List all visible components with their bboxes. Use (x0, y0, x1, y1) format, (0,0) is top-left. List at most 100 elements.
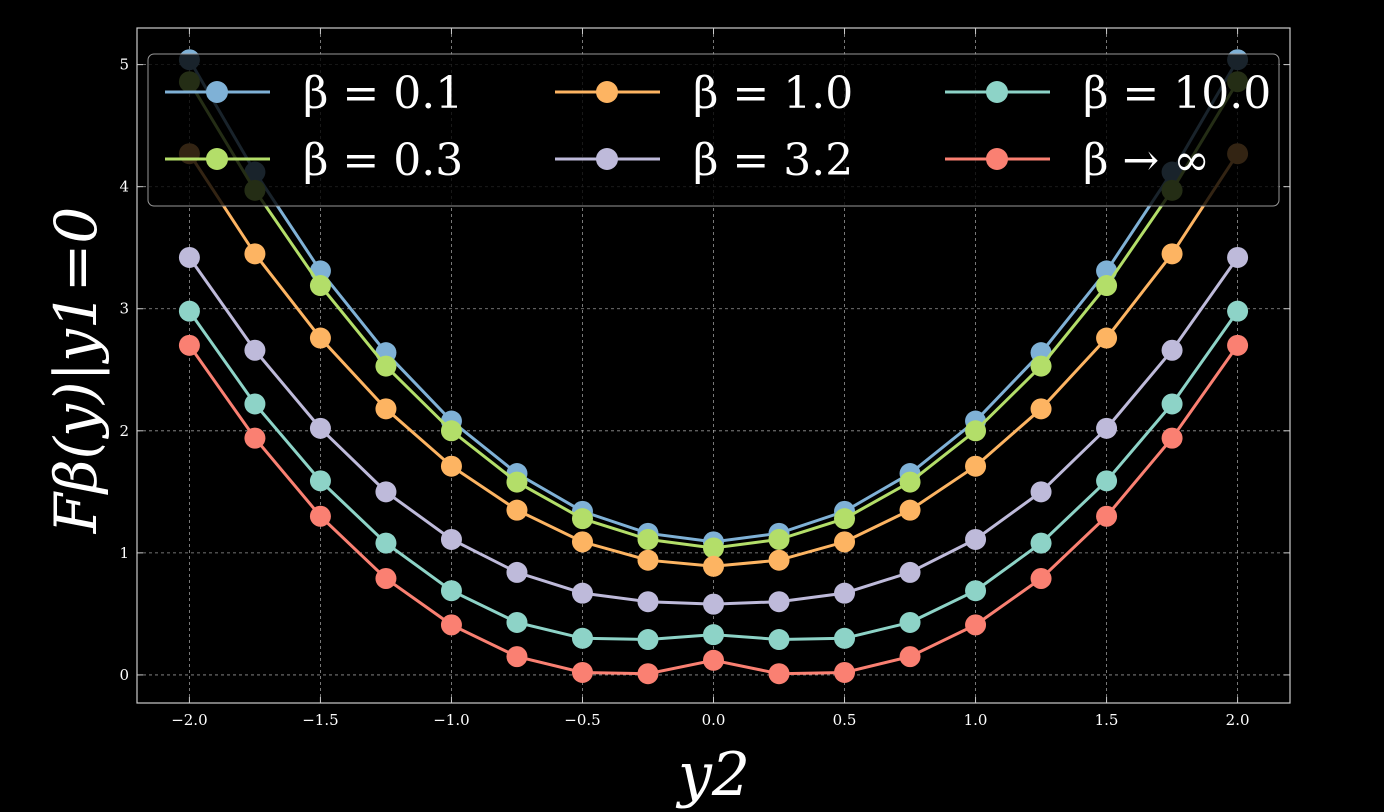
y-tick-label: 1 (119, 544, 129, 562)
data-point (965, 580, 987, 602)
legend-item: β = 0.1 (165, 68, 463, 119)
data-point (637, 528, 659, 550)
legend: β = 0.1 β = 0.3 β = 1.0 β = 3.2 β = 10.0 β → … (147, 53, 1280, 207)
x-tick-label: 2.0 (1226, 711, 1250, 729)
data-point (899, 499, 921, 521)
series-2 (178, 143, 1249, 577)
data-point (703, 624, 724, 646)
data-point (899, 611, 921, 633)
series-group (178, 49, 1249, 685)
legend-item: β = 10.0 (945, 68, 1271, 119)
data-point (571, 582, 593, 604)
legend-marker (986, 81, 1008, 103)
data-point (440, 614, 462, 636)
data-point (703, 555, 724, 577)
data-point (375, 567, 397, 589)
data-point (768, 629, 790, 651)
legend-label: β = 10.0 (1083, 68, 1271, 119)
y-tick-label: 3 (119, 300, 129, 318)
legend-marker (206, 81, 228, 103)
data-point (834, 508, 856, 530)
y-axis-label: Fβ(y)|y1=0 (42, 207, 110, 535)
data-point (178, 300, 200, 322)
legend-marker (206, 148, 228, 170)
data-point (768, 528, 790, 550)
y-tick-label: 5 (119, 56, 129, 74)
data-point (375, 398, 397, 420)
data-point (309, 275, 331, 297)
data-point (1161, 339, 1183, 361)
data-point (834, 661, 856, 683)
data-point (244, 393, 266, 415)
data-point (309, 470, 331, 492)
series-5 (178, 334, 1249, 685)
data-point (1161, 427, 1183, 449)
data-point (1161, 393, 1183, 415)
data-point (637, 549, 659, 571)
data-point (440, 580, 462, 602)
data-point (309, 327, 331, 349)
data-point (1030, 532, 1052, 554)
data-point (965, 455, 987, 477)
legend-item: β → ∞ (945, 135, 1210, 186)
data-point (244, 243, 266, 265)
data-point (375, 355, 397, 377)
legend-label: β = 0.3 (303, 135, 463, 186)
data-point (178, 334, 200, 356)
data-point (703, 649, 724, 671)
data-point (440, 528, 462, 550)
legend-label: β = 1.0 (693, 68, 853, 119)
legend-label: β = 0.1 (303, 68, 463, 119)
data-point (834, 582, 856, 604)
data-point (1161, 243, 1183, 265)
data-point (703, 593, 724, 615)
data-point (768, 663, 790, 685)
data-point (768, 549, 790, 571)
legend-item: β = 0.3 (165, 135, 463, 186)
data-point (703, 537, 724, 559)
data-point (965, 614, 987, 636)
data-point (244, 339, 266, 361)
x-axis-label: y2 (675, 740, 750, 810)
data-point (965, 528, 987, 550)
y-tick-label: 2 (119, 422, 129, 440)
data-point (244, 427, 266, 449)
legend-label: β = 3.2 (693, 135, 853, 186)
x-tick-label: 0.0 (702, 711, 726, 729)
data-point (1030, 481, 1052, 503)
x-tick-label: −2.0 (171, 711, 207, 729)
data-point (1227, 246, 1249, 268)
data-point (1030, 355, 1052, 377)
data-point (1096, 470, 1118, 492)
ticks: −2.0 −1.5 −1.0 −0.5 0.0 0.5 1.0 1.5 2.0 0 1 2 3 4 5 (119, 28, 1290, 729)
data-point (506, 611, 528, 633)
data-point (768, 591, 790, 613)
legend-item: β = 3.2 (555, 135, 853, 186)
data-point (1030, 567, 1052, 589)
x-tick-label: −0.5 (564, 711, 600, 729)
data-point (1030, 398, 1052, 420)
data-point (375, 481, 397, 503)
x-tick-label: 0.5 (833, 711, 857, 729)
data-point (506, 646, 528, 668)
data-point (506, 499, 528, 521)
data-point (1096, 275, 1118, 297)
data-point (440, 420, 462, 442)
data-point (440, 455, 462, 477)
data-point (899, 561, 921, 583)
data-point (375, 532, 397, 554)
x-tick-label: −1.5 (302, 711, 338, 729)
data-point (899, 471, 921, 493)
data-point (506, 471, 528, 493)
data-point (571, 661, 593, 683)
x-tick-label: 1.5 (1095, 711, 1119, 729)
data-point (834, 531, 856, 553)
data-point (571, 531, 593, 553)
data-point (571, 508, 593, 530)
data-point (834, 627, 856, 649)
data-point (571, 627, 593, 649)
x-tick-label: 1.0 (964, 711, 988, 729)
data-point (899, 646, 921, 668)
data-point (506, 561, 528, 583)
y-tick-label: 4 (119, 178, 129, 196)
